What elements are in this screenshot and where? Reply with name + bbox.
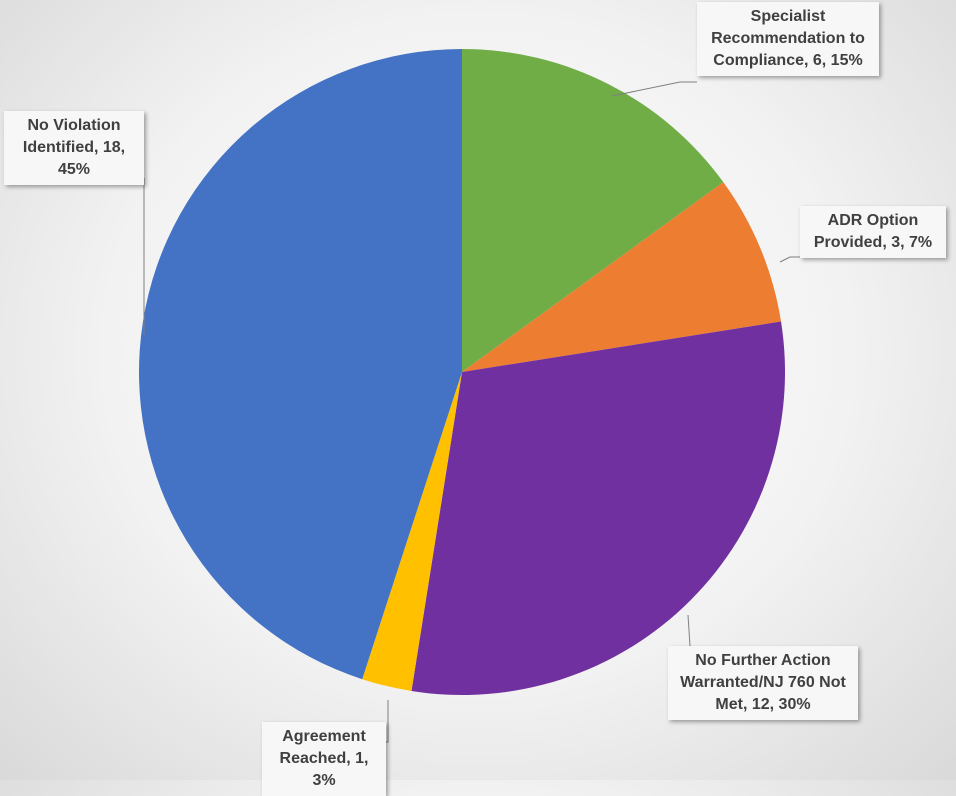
data-label: Agreement Reached, 1, 3% bbox=[262, 722, 386, 796]
data-label: No Violation Identified, 18, 45% bbox=[4, 111, 144, 185]
pie-slice bbox=[138, 49, 462, 680]
data-label: ADR Option Provided, 3, 7% bbox=[800, 206, 946, 258]
pie-slice bbox=[462, 49, 724, 372]
data-label: Specialist Recommendation to Compliance,… bbox=[697, 2, 879, 76]
pie-slice bbox=[411, 321, 785, 695]
pie-slice bbox=[362, 372, 462, 692]
pie-slice bbox=[462, 182, 782, 372]
chart bbox=[138, 49, 800, 743]
leader-line bbox=[611, 81, 697, 97]
leader-line bbox=[687, 614, 691, 647]
leader-line bbox=[779, 256, 800, 263]
data-label: No Further Action Warranted/NJ 760 Not M… bbox=[668, 646, 858, 720]
